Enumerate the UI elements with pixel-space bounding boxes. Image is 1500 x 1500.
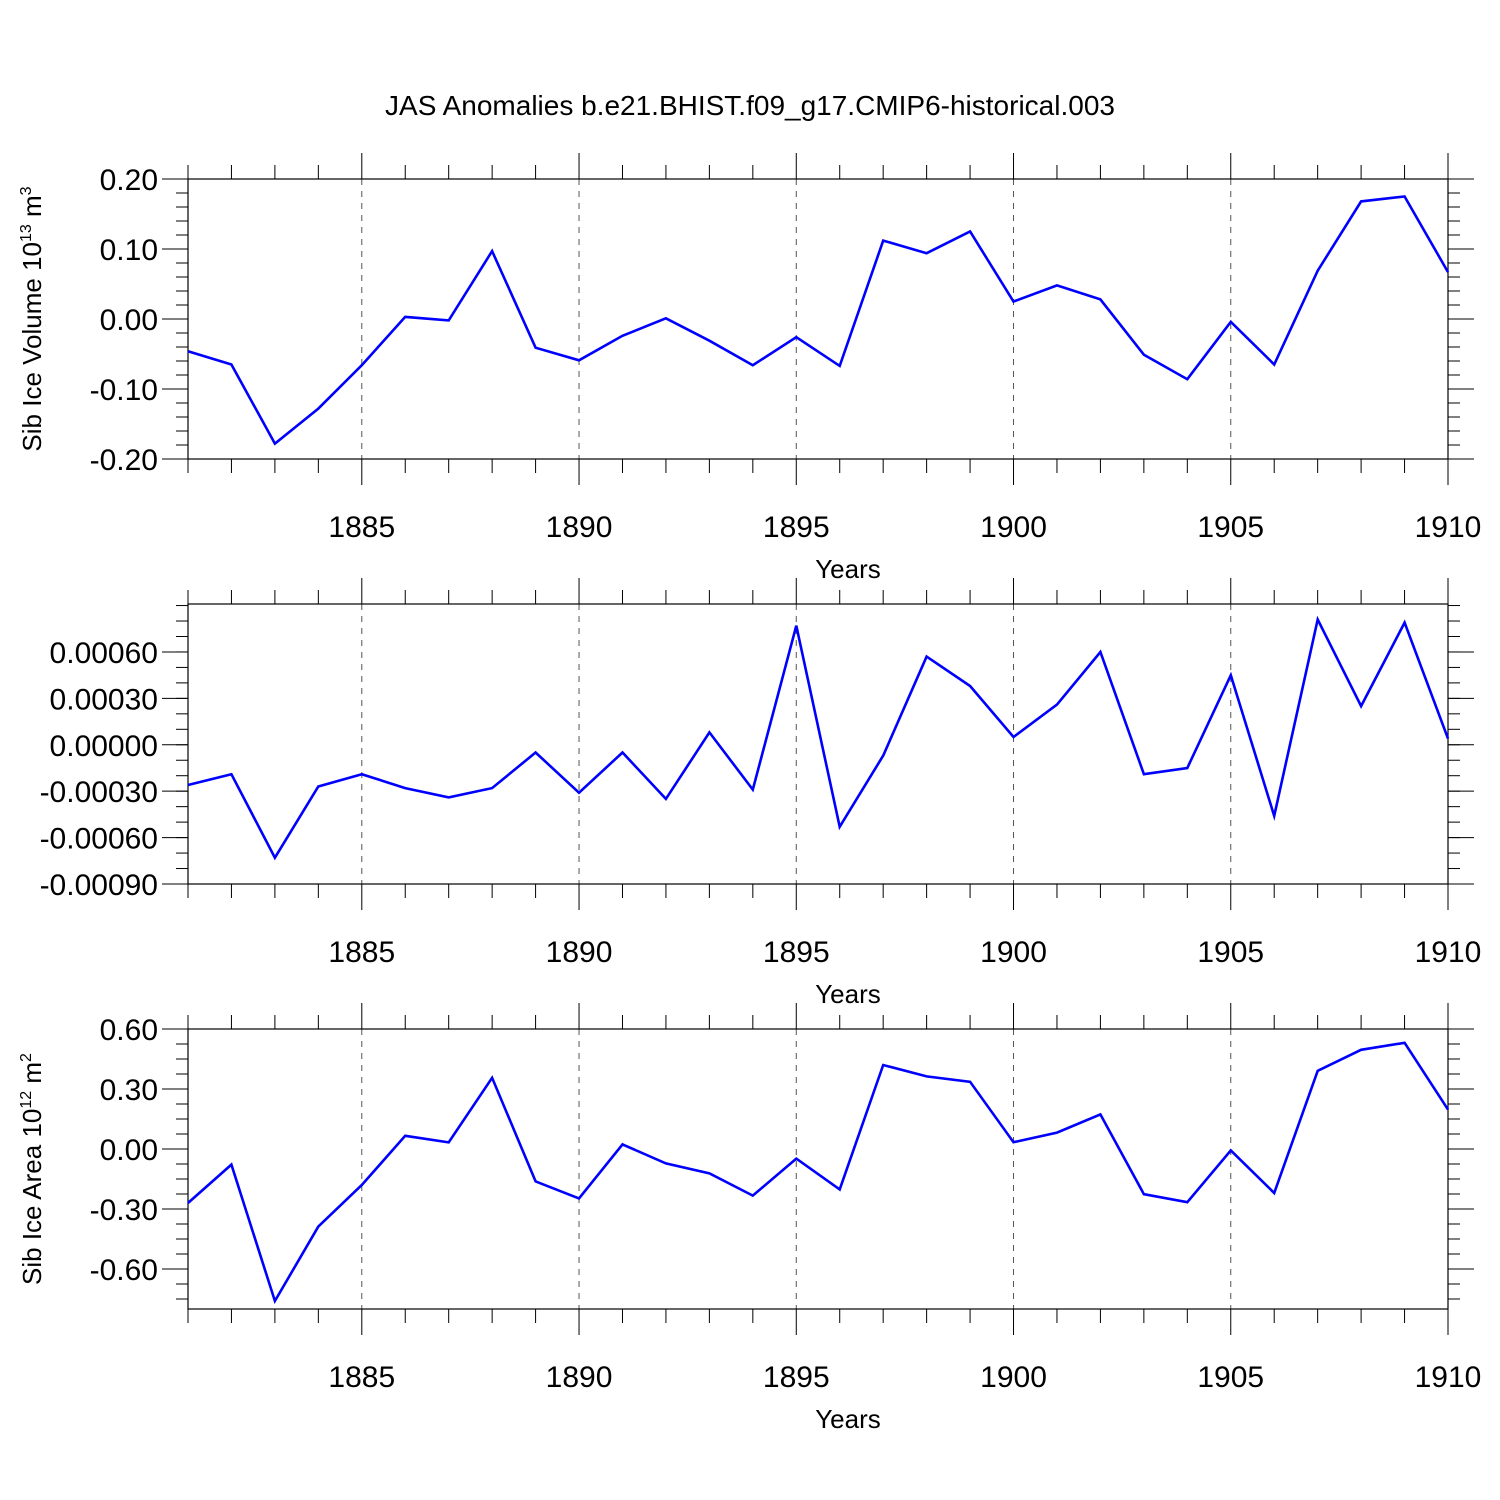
- y-axis-label-base: Sib Ice Volume 10: [17, 242, 47, 452]
- x-tick-label: 1890: [546, 1361, 613, 1394]
- y-axis-label-exponent: 13: [18, 224, 35, 242]
- x-tick-label: 1910: [1415, 511, 1482, 544]
- plot-frame: [187, 603, 1449, 885]
- x-tick-label: 1895: [763, 511, 830, 544]
- series-line: [187, 195, 1450, 446]
- y-axis-label-base: Sib Ice Area 10: [17, 1109, 47, 1285]
- x-tick-label: 1905: [1197, 936, 1264, 969]
- y-tick-label: 0.60: [100, 1014, 158, 1047]
- y-tick-label: 0.30: [100, 1074, 158, 1107]
- series-line: [187, 1041, 1450, 1305]
- x-tick-label: 1910: [1415, 936, 1482, 969]
- y-axis-label-exponent: 12: [18, 1091, 35, 1109]
- y-axis-label: Sib Ice Volume 1013 m3: [17, 186, 47, 451]
- y-axis-label-unit-exponent: 3: [18, 186, 35, 195]
- plot-frame: [187, 178, 1449, 460]
- x-tick-label: 1910: [1415, 1361, 1482, 1394]
- x-tick-label: 1900: [980, 936, 1047, 969]
- y-tick-label: 0.00: [100, 304, 158, 337]
- x-axis-label: Years: [815, 1404, 881, 1434]
- x-tick-label: 1885: [328, 936, 395, 969]
- plot-frame: [187, 1028, 1449, 1310]
- y-tick-label: -0.00090: [40, 869, 158, 902]
- x-tick-label: 1890: [546, 936, 613, 969]
- x-tick-label: 1895: [763, 1361, 830, 1394]
- y-tick-label: 0.20: [100, 164, 158, 197]
- y-axis-label-unit: m: [17, 195, 47, 224]
- x-axis-label: Years: [815, 554, 881, 584]
- y-axis-label-unit: m: [17, 1062, 47, 1091]
- x-tick-label: 1885: [328, 511, 395, 544]
- x-tick-label: 1905: [1197, 1361, 1264, 1394]
- panel-1: -0.20 -0.10 0.00 0.10 0.20 1885 1890 1895 1900 19…: [17, 153, 1481, 584]
- chart-title: JAS Anomalies b.e21.BHIST.f09_g17.CMIP6-…: [385, 90, 1115, 121]
- y-tick-label: 0.00060: [50, 637, 158, 670]
- y-tick-label: -0.60: [90, 1254, 158, 1287]
- series-line: [187, 615, 1450, 861]
- y-tick-label: 0.00000: [50, 730, 158, 763]
- y-tick-label: -0.00060: [40, 823, 158, 856]
- y-tick-label: -0.20: [90, 444, 158, 477]
- x-tick-label: 1905: [1197, 511, 1264, 544]
- x-tick-label: 1885: [328, 1361, 395, 1394]
- x-axis-label: Years: [815, 979, 881, 1009]
- y-tick-label: -0.10: [90, 374, 158, 407]
- y-axis-label-unit-exponent: 2: [18, 1053, 35, 1062]
- y-tick-label: 0.00030: [50, 683, 158, 716]
- x-tick-label: 1895: [763, 936, 830, 969]
- panel-2: -0.00090 -0.00060 -0.00030 0.00000 0.00030 0.…: [40, 578, 1482, 1009]
- x-tick-label: 1900: [980, 511, 1047, 544]
- y-axis-label: Sib Ice Area 1012 m2: [17, 1053, 47, 1285]
- x-tick-label: 1890: [546, 511, 613, 544]
- x-tick-label: 1900: [980, 1361, 1047, 1394]
- y-tick-label: -0.00030: [40, 776, 158, 809]
- y-tick-label: -0.30: [90, 1194, 158, 1227]
- y-tick-label: 0.00: [100, 1134, 158, 1167]
- y-tick-label: 0.10: [100, 234, 158, 267]
- panel-3: -0.60 -0.30 0.00 0.30 0.60 1885 1890 1895 1900 19…: [17, 1003, 1481, 1434]
